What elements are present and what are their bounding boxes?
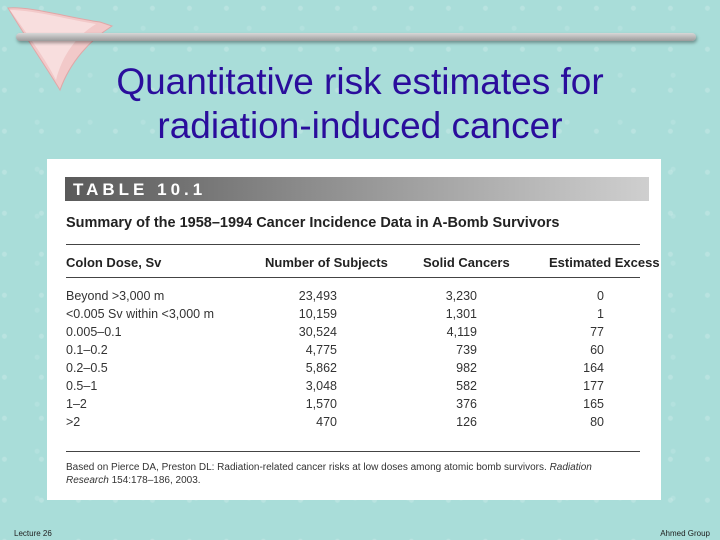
- solid-cancers-cell: 3,230: [445, 289, 477, 303]
- subjects-cell: 3,048: [305, 379, 337, 393]
- subjects-cell: 4,775: [305, 343, 337, 357]
- boomerang-decoration: [7, 7, 114, 92]
- subjects-cell: 470: [316, 415, 337, 429]
- excess-cell: 177: [583, 379, 604, 393]
- table-banner: TABLE 10.1: [65, 177, 649, 201]
- slide-title-line-2: radiation-induced cancer: [157, 105, 563, 146]
- dose-cell: 0.5–1: [66, 379, 98, 393]
- table-rule-header: [66, 277, 640, 278]
- subjects-cell: 5,862: [305, 361, 337, 375]
- dose-cell: 0.2–0.5: [66, 361, 108, 375]
- column-header-solid-cancers: Solid Cancers: [423, 255, 510, 270]
- footnote-citation: 154:178–186, 2003.: [108, 475, 201, 486]
- column-header-dose: Colon Dose, Sv: [66, 255, 162, 270]
- table-number: TABLE 10.1: [73, 180, 207, 199]
- solid-cancers-cell: 739: [456, 343, 477, 357]
- column-header-excess: Estimated Excess: [549, 255, 660, 270]
- dose-cell: 1–2: [66, 397, 87, 411]
- table-caption: Summary of the 1958–1994 Cancer Incidenc…: [66, 215, 560, 231]
- dose-cell: >2: [66, 415, 81, 429]
- solid-cancers-cell: 1,301: [445, 307, 477, 321]
- excess-cell: 0: [597, 289, 604, 303]
- solid-cancers-cell: 126: [456, 415, 477, 429]
- table-footnote: Based on Pierce DA, Preston DL: Radiatio…: [66, 461, 636, 487]
- excess-cell: 164: [583, 361, 604, 375]
- excess-cell: 77: [590, 325, 604, 339]
- footnote-journal: Radiation Research: [66, 462, 592, 486]
- footer-lecture: Lecture 26: [14, 529, 52, 538]
- excess-cell: 80: [590, 415, 604, 429]
- solid-cancers-cell: 4,119: [446, 325, 477, 339]
- slide-title-line-1: Quantitative risk estimates for: [116, 61, 604, 102]
- subjects-cell: 23,493: [298, 289, 337, 303]
- footer-group: Ahmed Group: [660, 529, 710, 538]
- dose-cell: <0.005 Sv within <3,000 m: [66, 307, 215, 321]
- subjects-cell: 30,524: [298, 325, 337, 339]
- solid-cancers-cell: 982: [456, 361, 477, 375]
- solid-cancers-cell: 582: [456, 379, 477, 393]
- dose-cell: Beyond >3,000 m: [66, 289, 165, 303]
- header-rule: [16, 33, 696, 41]
- table-image: TABLE 10.1 Summary of the 1958–1994 Canc…: [47, 159, 661, 500]
- subjects-cell: 10,159: [298, 307, 337, 321]
- subjects-cell: 1,570: [305, 397, 337, 411]
- dose-cell: 0.005–0.1: [66, 325, 122, 339]
- excess-cell: 165: [583, 397, 604, 411]
- dose-cell: 0.1–0.2: [66, 343, 108, 357]
- footnote-text: Based on Pierce DA, Preston DL: Radiatio…: [66, 462, 550, 473]
- slide-title: Quantitative risk estimates for radiatio…: [60, 60, 660, 148]
- excess-cell: 60: [590, 343, 604, 357]
- excess-cell: 1: [597, 307, 604, 321]
- table-rule-bottom: [66, 451, 640, 452]
- table-rule-top: [66, 244, 640, 245]
- column-header-subjects: Number of Subjects: [265, 255, 388, 270]
- solid-cancers-cell: 376: [456, 397, 477, 411]
